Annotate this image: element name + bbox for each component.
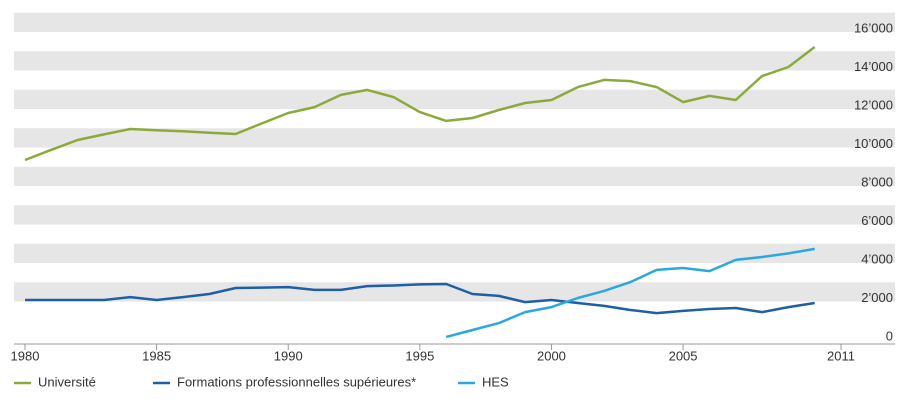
- x-tick-label: 2011: [827, 348, 855, 363]
- legend-label: Formations professionnelles supérieures*: [177, 374, 416, 389]
- grid-band: [14, 205, 895, 225]
- x-tick-label: 1985: [142, 348, 171, 363]
- y-tick-label: 4’000: [861, 251, 893, 266]
- grid-band: [14, 243, 895, 263]
- x-tick-label: 2000: [537, 348, 566, 363]
- grid-band: [14, 128, 895, 148]
- grid-band: [14, 51, 895, 71]
- series-line: [24, 46, 816, 162]
- grid-band: [14, 12, 895, 32]
- series-line: [25, 282, 815, 315]
- y-tick-label: 10’000: [854, 136, 893, 151]
- x-tick-label: 1990: [274, 348, 303, 363]
- y-tick-label: 12’000: [854, 97, 893, 112]
- y-tick-label: 0: [886, 328, 893, 343]
- grid-band: [14, 89, 895, 109]
- x-tick-label: 1995: [405, 348, 434, 363]
- series-line: [445, 247, 815, 339]
- y-tick-label: 8’000: [861, 174, 893, 189]
- grid-band: [14, 166, 895, 186]
- legend-label: Université: [38, 374, 96, 389]
- x-tick-label: 2005: [669, 348, 698, 363]
- y-tick-label: 16’000: [854, 20, 893, 35]
- y-tick-label: 6’000: [861, 213, 893, 228]
- y-tick-label: 2’000: [861, 290, 893, 305]
- legend-label: HES: [482, 374, 509, 389]
- x-tick-label: 1980: [11, 348, 40, 363]
- y-tick-label: 14’000: [854, 59, 893, 74]
